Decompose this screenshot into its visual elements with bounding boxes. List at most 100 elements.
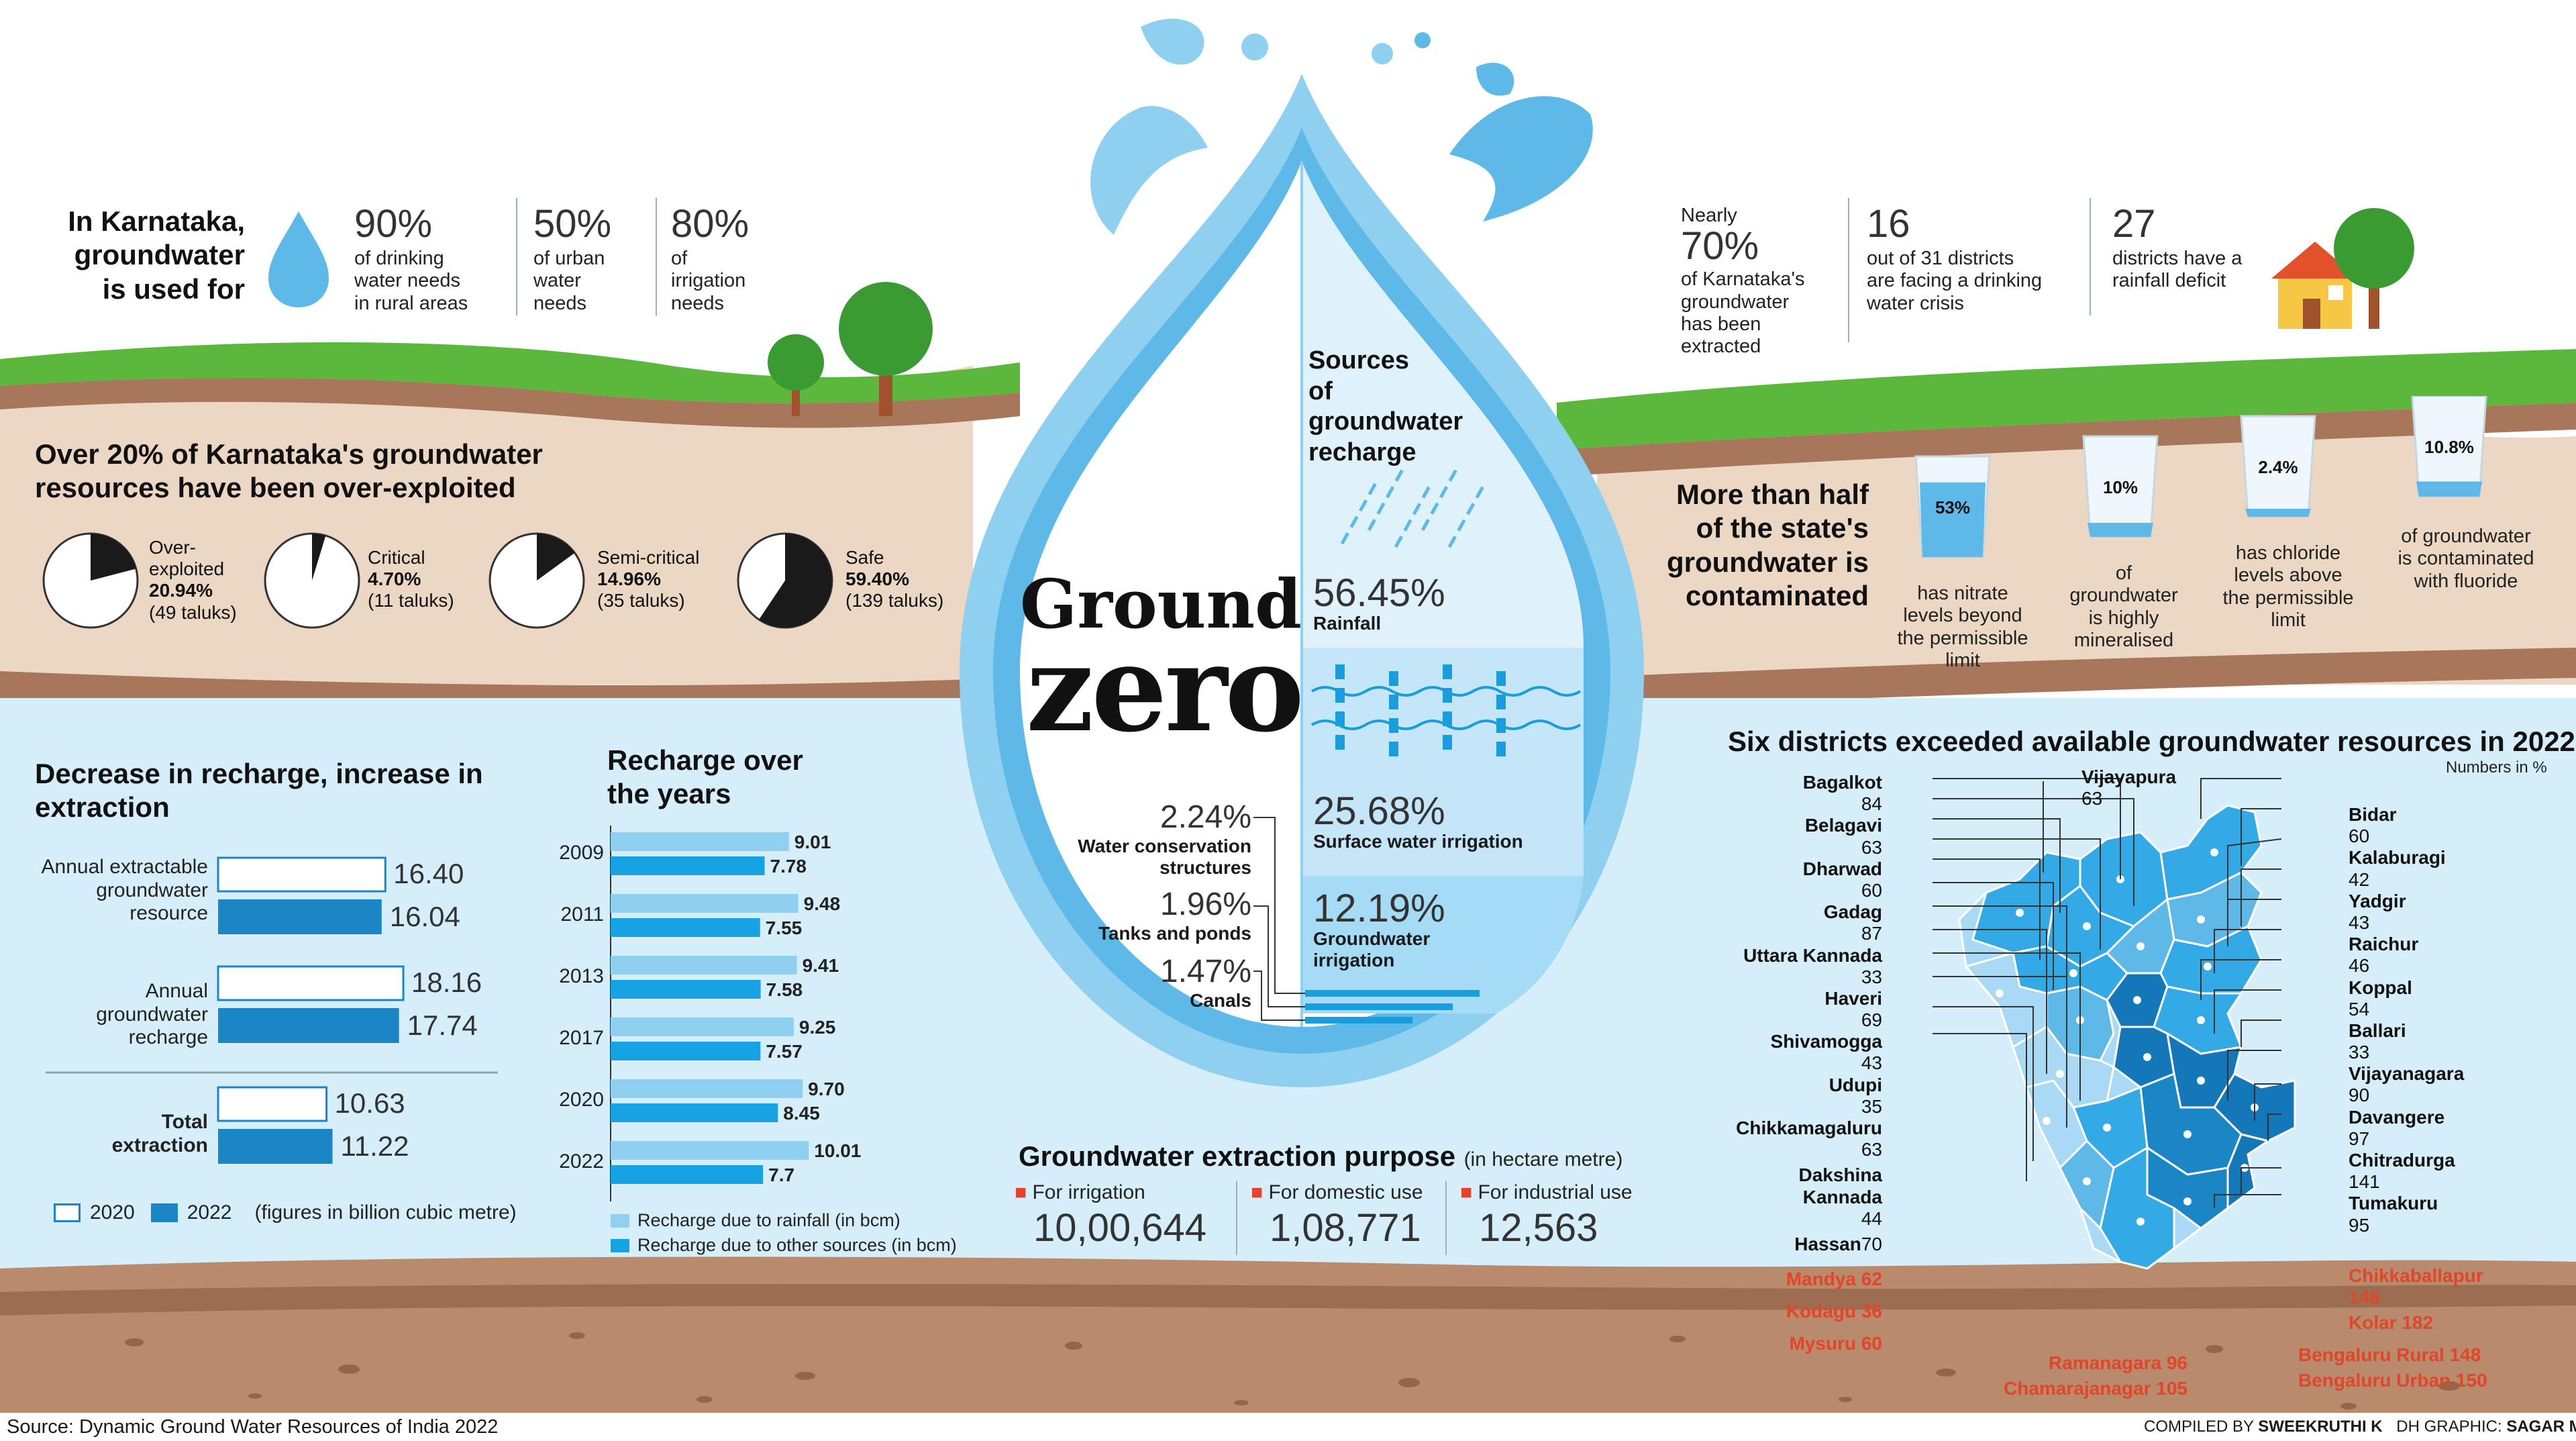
district-value: 95 (2349, 1215, 2464, 1236)
stat-extracted: Nearly 70% of Karnataka's groundwater ha… (1681, 205, 1804, 358)
caption-line: levels above (2208, 564, 2369, 587)
bar-2022 (218, 1129, 333, 1164)
map-labels-left: Bagalkot 84 Belagavi 63 Dharwad 60 Gadag… (1728, 772, 1882, 1255)
district-value: 36 (1861, 1301, 1882, 1322)
map-labels-right: Bidar 60 Kalaburagi 42 Yadgir 43 Raichur… (2349, 804, 2464, 1236)
caption-line: of (2047, 562, 2201, 585)
year-label: 2020 (559, 1089, 604, 1111)
stat-pct: 70% (1681, 227, 1804, 266)
credits: COMPILED BY SWEEKRUTHI K DH GRAPHIC: SAG… (2144, 1418, 2576, 1436)
bar-label: 16.04 (390, 901, 460, 932)
district-name: Bidar (2349, 804, 2464, 826)
bar-other (611, 856, 765, 875)
map-labels-right-lower: Chikkaballapur 146 Kolar 182 (2349, 1265, 2483, 1334)
pie-label-line: Over- (149, 537, 237, 558)
pie-label-line: Semi-critical (597, 547, 699, 568)
district-name: Tumakuru (2349, 1193, 2464, 1214)
usage-intro-line: is used for (40, 272, 245, 306)
usage-text: needs (671, 293, 749, 315)
district-name: Chikkaballapur (2349, 1265, 2483, 1287)
district-name: Dharwad (1728, 858, 1882, 880)
separator (1236, 1181, 1237, 1255)
district-value: 33 (2349, 1042, 2464, 1063)
district-name: Mandya (1786, 1269, 1856, 1289)
bullet-icon: ■ (1251, 1181, 1263, 1203)
bar-label: 7.7 (768, 1164, 794, 1185)
district-value: 146 (2349, 1287, 2483, 1308)
district-name: Ramanagara (2049, 1352, 2161, 1373)
glass-caption: has nitrate levels beyond the permissibl… (1879, 583, 2047, 672)
legend-label: 2020 (90, 1201, 135, 1225)
usage-text: of drinking (354, 248, 468, 270)
district-name: Kolar (2349, 1312, 2397, 1333)
chart1-legend: 2020 2022 (figures in billion cubic metr… (54, 1201, 517, 1225)
district-value: 35 (1728, 1096, 1882, 1117)
chart-note: (figures in billion cubic metre) (255, 1201, 517, 1225)
caption-line: has nitrate (1879, 583, 2047, 605)
credit-name: SWEEKRUTHI K (2258, 1418, 2382, 1436)
bar-rainfall (611, 894, 798, 913)
usage-intro-line: groundwater (40, 238, 245, 272)
legend-label: 2022 (187, 1201, 232, 1225)
glass-pct: 10% (2103, 477, 2138, 497)
pie-label-line: Safe (845, 547, 943, 568)
extraction-title: Groundwater extraction purpose (1019, 1140, 1455, 1172)
stat-text: has been (1681, 313, 1804, 336)
year-label: 2009 (559, 842, 604, 864)
bar-label: 18.16 (411, 966, 482, 998)
usage-text: irrigation (671, 270, 749, 292)
stat-num: 16 (1867, 205, 2042, 244)
pie-taluks: (139 taluks) (845, 590, 943, 611)
stat-pre: Nearly (1681, 205, 1804, 227)
glass-fill (2416, 481, 2482, 497)
district-value: 42 (2349, 869, 2464, 891)
chart2-svg: 2009 9.01 7.78 2011 9.487.55 2013 9.417.58 2017… (550, 826, 980, 1222)
district-name: Hassan (1794, 1234, 1861, 1254)
caption-line: is highly (2047, 607, 2201, 630)
recharge-source: 12.19% Groundwater irrigation (1313, 889, 1445, 971)
heading-line: of the state's (1610, 511, 1869, 545)
pie-taluks: (49 taluks) (149, 602, 237, 624)
pie-pct: 20.94% (149, 580, 237, 601)
usage-pct: 80% (671, 205, 749, 244)
district-value: 46 (2349, 955, 2464, 977)
bar-label: 9.01 (794, 832, 831, 852)
chart-title: Recharge over the years (607, 744, 835, 811)
pie-label: Critical 4.70% (11 taluks) (368, 547, 454, 612)
bar-label: 9.41 (803, 955, 839, 976)
district-value: 84 (1728, 793, 1882, 815)
district-value: 150 (2456, 1370, 2487, 1391)
heading-line: contaminated (1610, 579, 1869, 613)
stat-crisis: 16 out of 31 districts are facing a drin… (1867, 205, 2042, 315)
bar-label: 7.57 (766, 1041, 803, 1062)
contamination-heading: More than half of the state's groundwate… (1610, 478, 1869, 613)
stat-num: 27 (2112, 205, 2242, 244)
credit-name: SAGAR M S (2506, 1418, 2576, 1436)
stat-text: rainfall deficit (2112, 270, 2242, 292)
extraction-item: ■ For industrial use 12,563 (1460, 1181, 1668, 1255)
district-value: 182 (2402, 1312, 2433, 1333)
bar-2022 (218, 1008, 399, 1043)
bar-2020 (218, 858, 385, 891)
recharge-source-left: 2.24% Water conservation structures (1037, 799, 1251, 879)
district-name: Koppal (2349, 977, 2464, 999)
heading-line: resources have been over-exploited (35, 471, 543, 505)
caption-line: limit (2208, 609, 2369, 632)
usage-text: water (533, 270, 611, 292)
district-value: 62 (1861, 1269, 1882, 1289)
bar-other (611, 1103, 778, 1122)
district-name: Yadgir (2349, 891, 2464, 912)
usage-pct: 50% (533, 205, 611, 244)
recharge-label: irrigation (1313, 950, 1445, 971)
pie-taluks: (11 taluks) (368, 590, 454, 611)
heading-line: groundwater is (1610, 546, 1869, 579)
glass-fill (1920, 483, 1986, 557)
district-value: 43 (2349, 912, 2464, 934)
district-name: Belagavi (1728, 815, 1882, 836)
chart1-title: Decrease in recharge, increase in extrac… (35, 757, 505, 825)
district-value: 63 (1728, 837, 1882, 858)
pie-pct: 59.40% (845, 568, 943, 590)
district-value: 97 (2349, 1128, 2464, 1150)
pie-label: Safe 59.40% (139 taluks) (845, 547, 943, 612)
